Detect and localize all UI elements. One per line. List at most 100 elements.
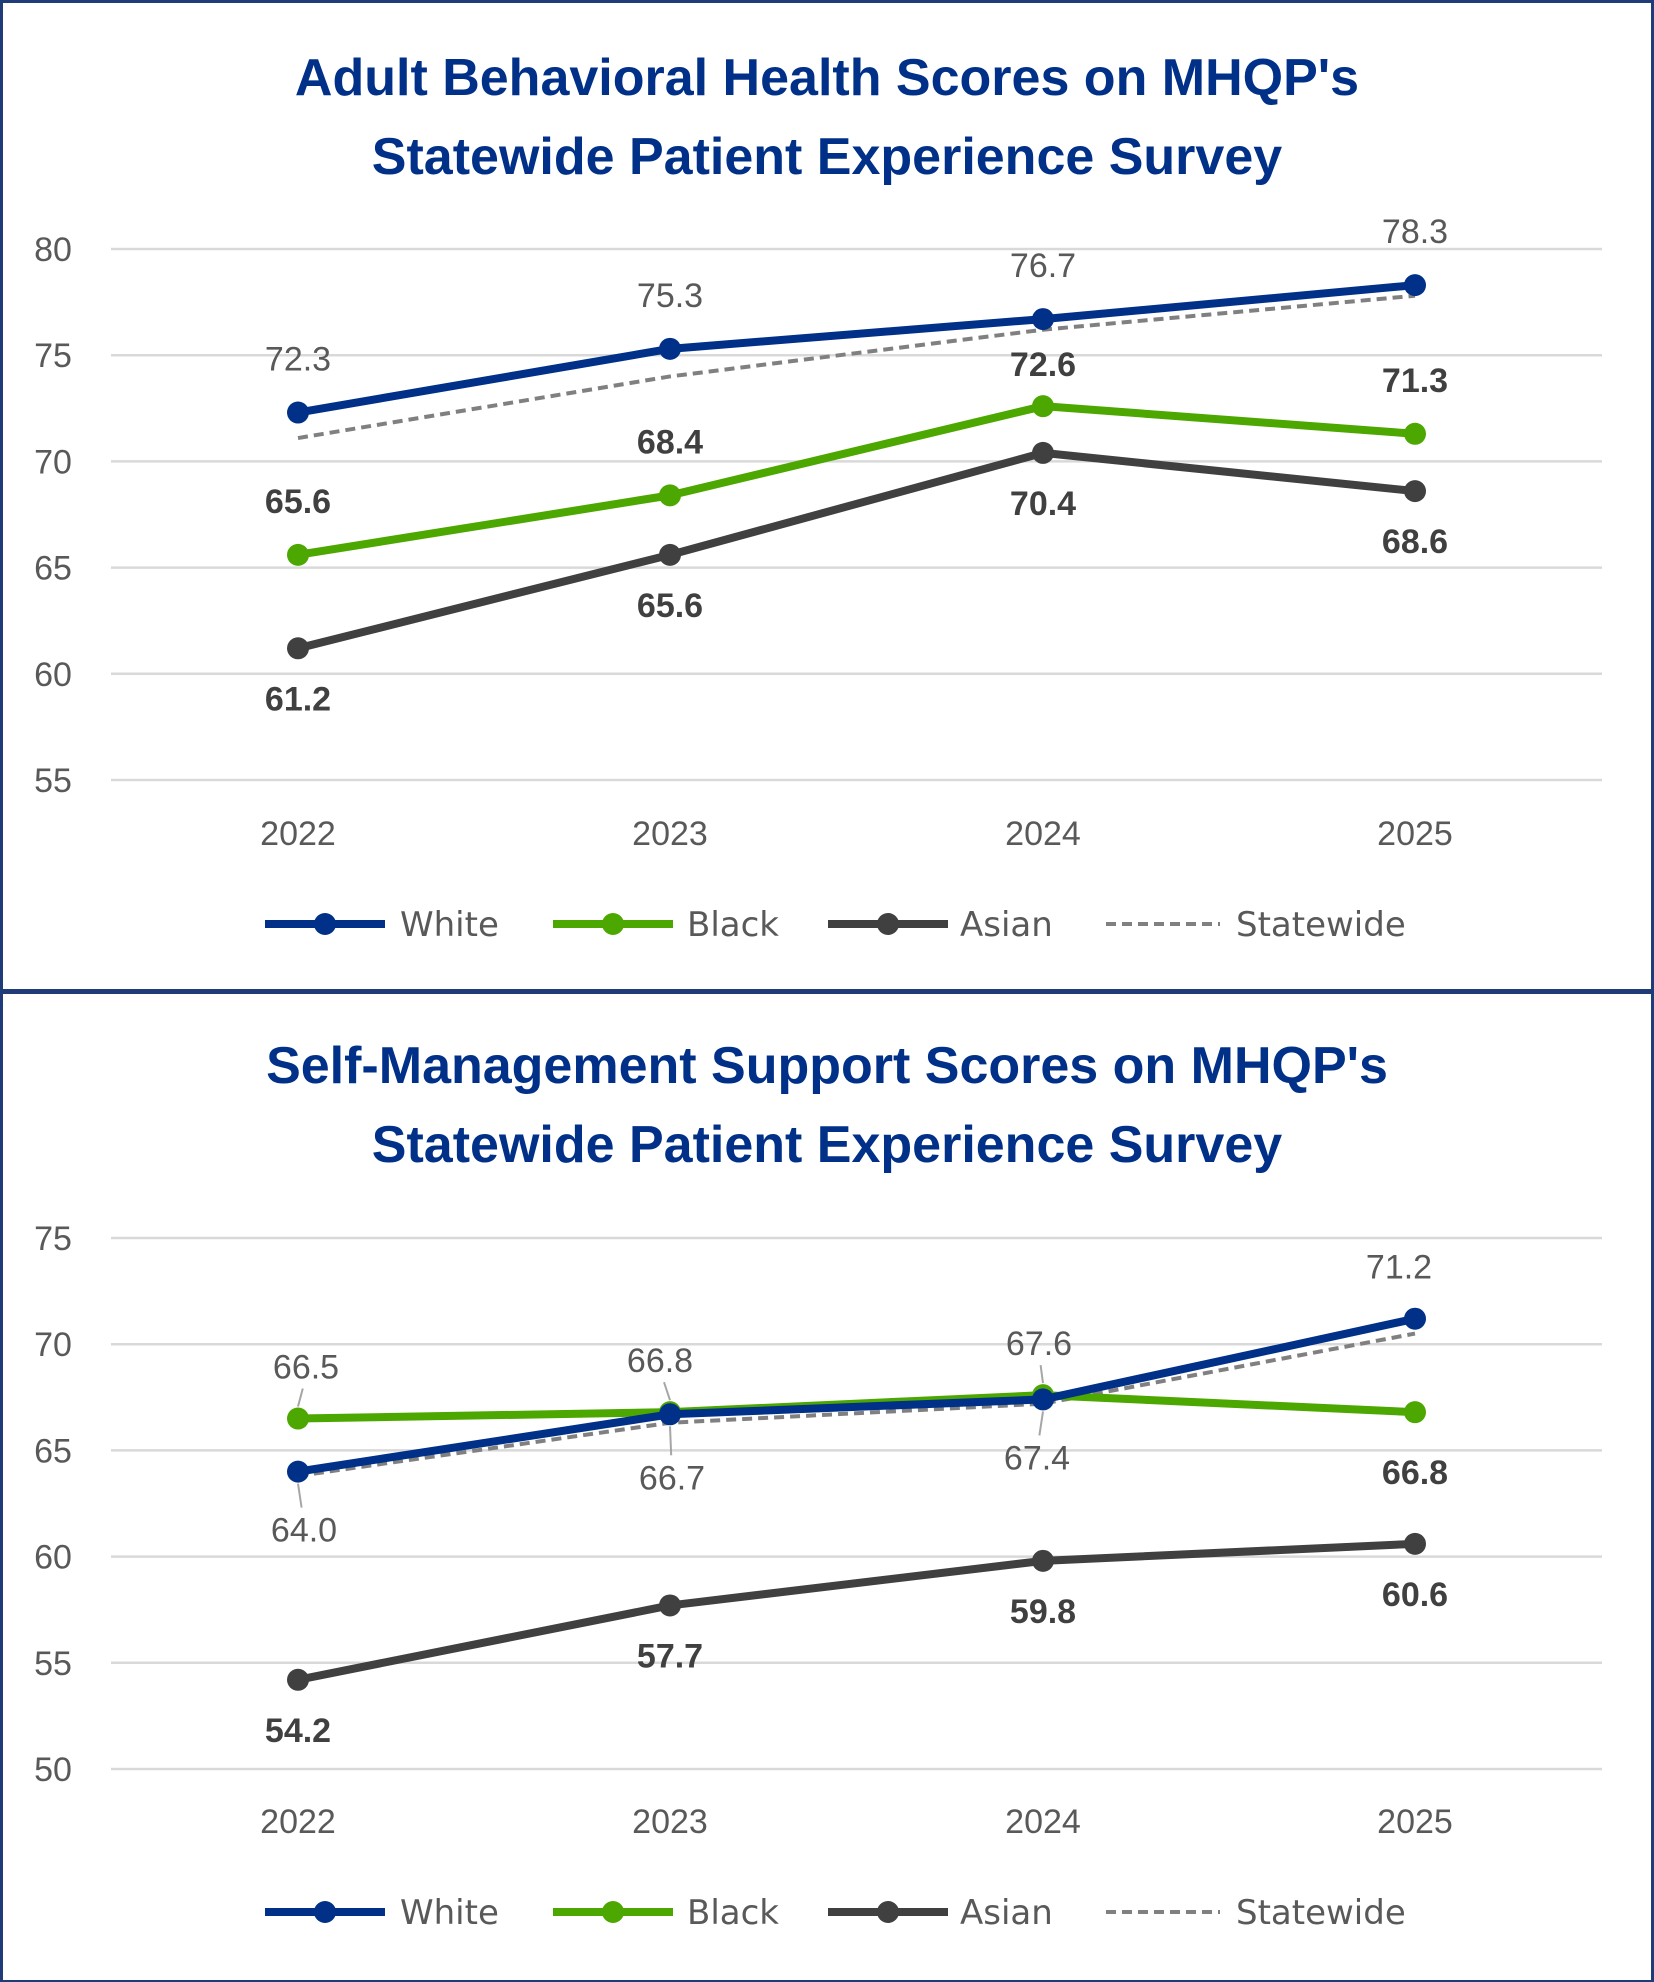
- data-label-black: 68.4: [637, 423, 703, 461]
- chart-title-line-2: Statewide Patient Experience Survey: [372, 1116, 1282, 1174]
- legend-item-white: White: [265, 1893, 499, 1933]
- data-label-asian: 54.2: [265, 1712, 331, 1750]
- series-line-statewide: [297, 293, 1416, 441]
- y-tick-label: 65: [34, 1432, 72, 1470]
- data-label-white: 75.3: [637, 277, 703, 315]
- legend-marker: [877, 913, 899, 935]
- data-label-black: 66.5: [273, 1349, 339, 1387]
- series-line-asian: [297, 1539, 1416, 1684]
- y-tick-label: 55: [34, 762, 72, 800]
- data-label-asian: 70.4: [1010, 485, 1076, 523]
- x-tick-label: 2025: [1377, 815, 1453, 853]
- data-point-white: [287, 401, 309, 424]
- chart-panel-2: Self-Management Support Scores on MHQP's…: [0, 991, 1654, 1982]
- data-point-asian: [287, 1668, 309, 1691]
- leader-line: [663, 1381, 671, 1401]
- data-point-black: [1032, 395, 1054, 418]
- x-tick-label: 2022: [260, 1803, 336, 1841]
- chart-border: [0, 991, 1654, 1982]
- legend: White Black Asian Statewide: [265, 905, 1406, 945]
- x-tick-label: 2024: [1005, 815, 1081, 853]
- data-point-white: [1404, 274, 1426, 297]
- data-label-white: 76.7: [1010, 247, 1076, 285]
- leader-line: [297, 1483, 303, 1508]
- legend-label: Statewide: [1236, 1893, 1406, 1933]
- series-line-black: [297, 402, 1416, 559]
- legend-item-statewide: Statewide: [1106, 1893, 1406, 1933]
- legend-label: White: [400, 1893, 499, 1933]
- legend-label: Asian: [960, 905, 1053, 945]
- series-line-white: [297, 1314, 1416, 1476]
- legend-item-black: Black: [553, 1893, 779, 1933]
- y-tick-label: 65: [34, 550, 72, 588]
- data-point-black: [1404, 422, 1426, 445]
- data-point-white: [287, 1460, 309, 1483]
- legend-marker: [314, 1901, 336, 1923]
- data-point-black: [287, 1407, 309, 1430]
- legend-label: Asian: [960, 1893, 1053, 1933]
- data-point-black: [659, 484, 681, 507]
- legend-item-asian: Asian: [828, 1893, 1053, 1933]
- chart-title-line-1: Adult Behavioral Health Scores on MHQP's: [295, 49, 1359, 107]
- data-point-white: [659, 337, 681, 360]
- legend-marker: [602, 913, 624, 935]
- chart-title-line-2: Statewide Patient Experience Survey: [372, 128, 1282, 186]
- leader-line: [1039, 1365, 1044, 1384]
- legend-item-statewide: Statewide: [1106, 905, 1406, 945]
- legend: White Black Asian Statewide: [265, 1893, 1406, 1933]
- data-label-white: 71.2: [1366, 1249, 1432, 1287]
- y-tick-label: 70: [34, 443, 72, 481]
- data-label-black: 72.6: [1010, 346, 1076, 384]
- data-label-asian: 65.6: [637, 587, 703, 625]
- data-label-black: 66.8: [1382, 1454, 1448, 1492]
- x-tick-label: 2023: [632, 1803, 708, 1841]
- legend-label: Black: [687, 905, 779, 945]
- y-tick-label: 70: [34, 1326, 72, 1364]
- data-point-asian: [659, 1594, 681, 1617]
- data-point-asian: [1032, 1549, 1054, 1572]
- data-label-asian: 60.6: [1382, 1576, 1448, 1614]
- x-tick-label: 2022: [260, 815, 336, 853]
- data-label-asian: 59.8: [1010, 1593, 1076, 1631]
- data-point-asian: [287, 637, 309, 660]
- legend-item-black: Black: [553, 905, 779, 945]
- x-tick-label: 2024: [1005, 1803, 1081, 1841]
- data-label-white: 66.7: [639, 1459, 705, 1497]
- data-label-black: 67.6: [1006, 1325, 1072, 1363]
- data-point-black: [1404, 1401, 1426, 1424]
- x-tick-label: 2023: [632, 815, 708, 853]
- data-point-asian: [1404, 480, 1426, 503]
- y-tick-label: 80: [34, 231, 72, 269]
- y-tick-label: 60: [34, 656, 72, 694]
- data-point-white: [659, 1403, 681, 1426]
- data-point-black: [287, 543, 309, 566]
- legend-label: White: [400, 905, 499, 945]
- y-tick-label: 50: [34, 1751, 72, 1789]
- chart-title-line-1: Self-Management Support Scores on MHQP's: [266, 1037, 1388, 1095]
- data-label-asian: 61.2: [265, 680, 331, 718]
- leader-line: [297, 1388, 304, 1407]
- series-line-asian: [297, 448, 1416, 653]
- series-line-statewide: [297, 1331, 1416, 1478]
- data-label-asian: 57.7: [637, 1637, 703, 1675]
- data-label-white: 67.4: [1004, 1439, 1070, 1477]
- legend-item-asian: Asian: [828, 905, 1053, 945]
- y-tick-label: 75: [34, 1220, 72, 1258]
- legend-label: Statewide: [1236, 905, 1406, 945]
- data-label-white: 64.0: [271, 1512, 337, 1550]
- data-point-white: [1032, 1388, 1054, 1411]
- data-label-white: 72.3: [265, 341, 331, 379]
- y-tick-label: 55: [34, 1645, 72, 1683]
- data-point-asian: [659, 543, 681, 566]
- data-label-black: 66.8: [627, 1342, 693, 1380]
- data-label-black: 65.6: [265, 483, 331, 521]
- chart-border: [0, 0, 1654, 992]
- data-point-white: [1404, 1307, 1426, 1330]
- series-line-white: [297, 281, 1416, 417]
- data-label-asian: 68.6: [1382, 523, 1448, 561]
- chart-panel-1: Adult Behavioral Health Scores on MHQP's…: [0, 0, 1654, 992]
- data-point-asian: [1032, 441, 1054, 464]
- data-label-white: 78.3: [1382, 213, 1448, 251]
- legend-label: Black: [687, 1893, 779, 1933]
